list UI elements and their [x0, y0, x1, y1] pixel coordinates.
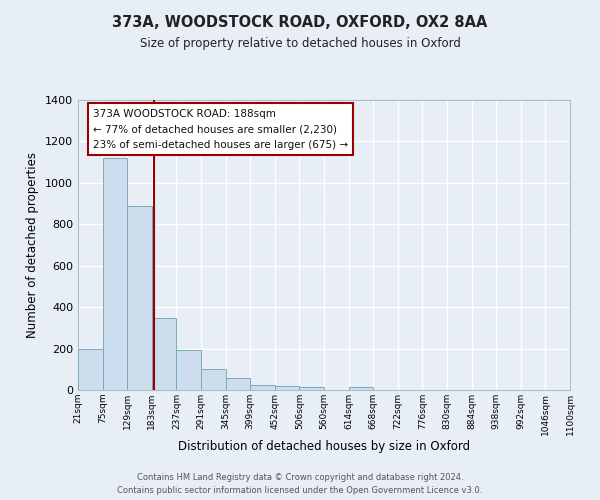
Text: 373A WOODSTOCK ROAD: 188sqm
← 77% of detached houses are smaller (2,230)
23% of : 373A WOODSTOCK ROAD: 188sqm ← 77% of det…: [93, 108, 348, 150]
Text: Contains public sector information licensed under the Open Government Licence v3: Contains public sector information licen…: [118, 486, 482, 495]
Bar: [103, 158, 127, 390]
Y-axis label: Number of detached properties: Number of detached properties: [26, 152, 40, 338]
Bar: [78, 348, 103, 390]
X-axis label: Distribution of detached houses by size in Oxford: Distribution of detached houses by size …: [178, 440, 470, 454]
Text: Contains HM Land Registry data © Crown copyright and database right 2024.: Contains HM Land Registry data © Crown c…: [137, 474, 463, 482]
Bar: [176, 350, 201, 390]
Bar: [226, 378, 250, 390]
Text: 373A, WOODSTOCK ROAD, OXFORD, OX2 8AA: 373A, WOODSTOCK ROAD, OXFORD, OX2 8AA: [112, 15, 488, 30]
Text: Size of property relative to detached houses in Oxford: Size of property relative to detached ho…: [140, 38, 460, 51]
Bar: [250, 385, 275, 390]
Bar: [299, 388, 324, 390]
Bar: [152, 318, 176, 390]
Bar: [127, 206, 152, 390]
Bar: [349, 388, 373, 390]
Bar: [201, 370, 226, 390]
Bar: [275, 386, 299, 390]
